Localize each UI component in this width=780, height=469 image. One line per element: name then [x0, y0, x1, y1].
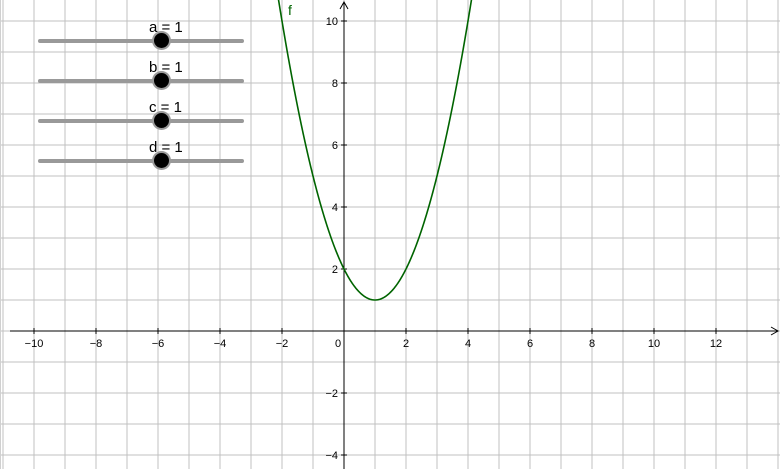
- y-tick-label: 6: [332, 140, 338, 152]
- y-axis-arrow: [339, 0, 349, 10]
- x-axis-arrow: [770, 326, 780, 336]
- y-tick-label: 10: [326, 16, 338, 28]
- x-tick-label: 4: [465, 338, 471, 350]
- slider-a-label: a = 1: [149, 19, 183, 36]
- function-f-curve[interactable]: [273, 0, 478, 301]
- function-f-label[interactable]: f: [288, 2, 292, 18]
- y-tick-label: −2: [325, 388, 338, 400]
- slider-c-label: c = 1: [149, 99, 182, 116]
- slider-b-label: b = 1: [149, 59, 183, 76]
- x-tick-label: 0: [335, 338, 341, 350]
- slider-b-handle[interactable]: [154, 73, 169, 88]
- slider-b[interactable]: b = 1: [38, 60, 244, 90]
- y-tick-label: 8: [332, 78, 338, 90]
- tick-labels: −10 −8 −6 −4 −2 0 2 4 6 8 10 12 10 8 6 4 2 −2 −4: [25, 16, 722, 462]
- slider-d-label: d = 1: [149, 139, 183, 156]
- x-tick-label: −10: [25, 338, 44, 350]
- slider-b-track[interactable]: [38, 79, 244, 83]
- y-tick-label: −4: [325, 450, 338, 462]
- x-tick-label: 6: [527, 338, 533, 350]
- x-tick-label: −2: [276, 338, 289, 350]
- slider-a[interactable]: a = 1: [38, 20, 244, 50]
- x-tick-label: −6: [152, 338, 165, 350]
- panel-edge: [0, 0, 1, 469]
- x-tick-label: 2: [403, 338, 409, 350]
- slider-d-track[interactable]: [38, 159, 244, 163]
- x-tick-label: −4: [214, 338, 227, 350]
- slider-d[interactable]: d = 1: [38, 140, 244, 170]
- slider-c-handle[interactable]: [154, 113, 169, 128]
- axes: [10, 0, 780, 469]
- x-tick-label: 8: [589, 338, 595, 350]
- x-tick-label: 12: [710, 338, 722, 350]
- slider-c-track[interactable]: [38, 119, 244, 123]
- slider-c[interactable]: c = 1: [38, 100, 244, 130]
- slider-d-handle[interactable]: [154, 153, 169, 168]
- x-tick-label: −8: [90, 338, 103, 350]
- slider-a-handle[interactable]: [154, 33, 169, 48]
- y-tick-label: 4: [332, 202, 338, 214]
- slider-a-track[interactable]: [38, 39, 244, 43]
- y-tick-label: 2: [332, 264, 338, 276]
- x-tick-label: 10: [648, 338, 660, 350]
